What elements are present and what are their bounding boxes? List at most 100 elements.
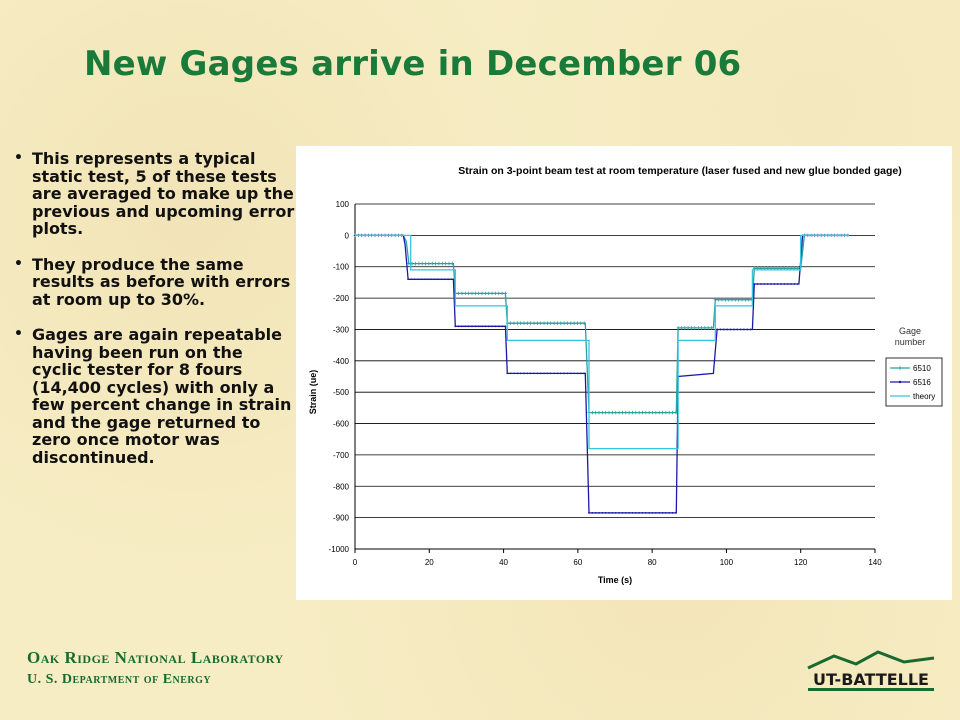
series-marker-6510 [640,410,644,415]
series-marker-6516 [556,372,559,375]
series-marker-6516 [450,278,453,281]
series-marker-6510 [427,261,431,266]
series-marker-6510 [686,326,690,330]
y-tick-label: -600 [333,420,350,429]
series-marker-6516 [732,328,735,331]
y-tick-label: -900 [333,514,350,523]
series-marker-6516 [773,283,776,285]
series-marker-6516 [644,512,647,514]
series-marker-6516 [529,372,532,375]
series-marker-6510 [572,321,576,325]
series-marker-6510 [737,297,741,302]
bullet-list: • This represents a typical static test,… [14,150,296,484]
series-marker-6510 [503,291,507,296]
series-marker-6516 [443,278,446,281]
series-marker-6516 [719,328,722,331]
y-tick-label: -800 [333,482,350,491]
series-marker-6510 [674,410,678,415]
series-marker-6510 [542,321,546,325]
bullet-text: This represents a typical static test, 5… [32,149,295,238]
y-tick-label: -100 [333,263,350,272]
series-marker-6516 [536,372,539,375]
series-marker-6510 [535,321,539,325]
series-marker-6516 [628,512,631,514]
series-marker-6510 [667,410,671,415]
bullet-glyph: • [14,150,23,166]
series-marker-6510 [730,297,734,302]
series-marker-6516 [664,512,667,514]
series-marker-6510 [417,261,421,266]
series-marker-6516 [504,325,507,328]
series-marker-6510 [519,321,523,325]
series-marker-6516 [494,325,497,328]
ut-battelle-logo: UT-BATTELLE [807,650,935,691]
series-marker-6516 [539,372,542,375]
legend-title-line: number [895,337,926,347]
series-marker-6516 [566,372,569,375]
series-marker-6510 [447,261,451,266]
bullet-item: • Gages are again repeatable having been… [14,326,296,466]
series-marker-6516 [746,328,749,331]
series-marker-6516 [770,283,772,285]
series-marker-6510 [555,321,559,325]
series-marker-6516 [501,325,503,328]
chart-legend: 6510 6516 theory [885,357,943,407]
series-marker-6516 [546,372,549,375]
series-marker-6510 [657,410,661,415]
series-marker-6516 [624,512,627,514]
series-marker-6516 [579,372,582,375]
series-marker-6516 [641,512,644,514]
series-marker-6510 [614,410,618,415]
series-marker-6510 [634,410,638,415]
series-marker-6516 [588,512,590,514]
y-tick-label: -700 [333,451,350,460]
series-marker-6510 [420,261,424,266]
series-marker-6516 [736,328,739,331]
y-tick-label: -300 [333,325,350,334]
series-marker-6510 [480,291,484,296]
series-marker-6510 [647,410,651,415]
series-marker-6516 [654,512,657,514]
series-marker-6510 [539,321,543,325]
series-marker-6510 [473,291,477,296]
series-marker-6516 [410,278,413,281]
series-marker-6510 [487,291,491,296]
chart-gridlines [355,203,875,550]
series-marker-6510 [579,321,583,325]
series-marker-6516 [763,283,766,285]
series-marker-6510 [700,326,704,330]
series-marker-6516 [608,512,610,514]
series-marker-6510 [651,410,655,415]
series-marker-6516 [487,325,490,328]
series-marker-6516 [766,283,769,285]
series-marker-6510 [664,410,668,415]
series-marker-6510 [627,410,631,415]
series-marker-6510 [600,410,604,415]
series-marker-6510 [713,297,717,302]
series-marker-6510 [679,326,683,330]
series-marker-6510 [529,321,533,325]
series-marker-6516 [783,283,786,285]
series-marker-6516 [573,372,576,375]
series-marker-6516 [484,325,487,328]
legend-title: Gage number [895,326,926,347]
series-marker-6510 [690,326,694,330]
series-marker-6510 [683,326,687,330]
series-marker-6510 [604,410,608,415]
series-marker-6516 [526,372,529,375]
series-marker-6510 [717,297,721,302]
bullet-glyph: • [14,255,23,272]
chart-axes: 100 0 -100 -200 -300 -400 -500 -600 -700 -800 -900… [329,200,883,567]
series-marker-6510 [727,297,731,302]
series-marker-6516 [631,512,634,514]
series-marker-6516 [621,512,624,514]
series-marker-6510 [661,410,665,415]
series-marker-6516 [648,512,651,514]
series-marker-6516 [776,283,779,285]
series-marker-6510 [637,410,641,415]
series-marker-6510 [671,410,675,415]
series-marker-6510 [624,410,628,415]
x-tick-label: 80 [648,558,657,567]
series-marker-6510 [562,321,566,325]
series-marker-6510 [597,410,601,415]
